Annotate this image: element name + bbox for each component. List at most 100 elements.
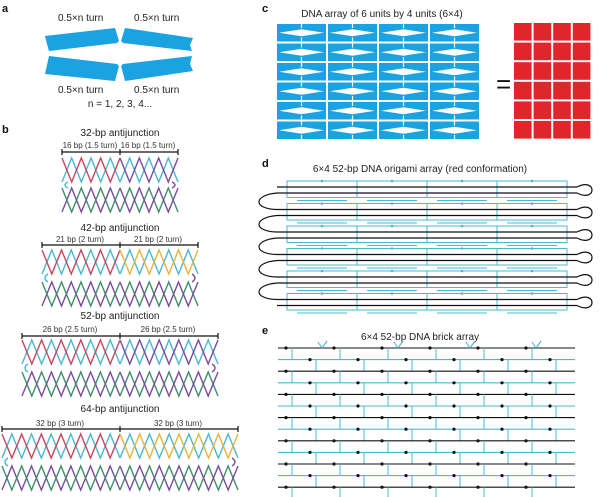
strand-end [500, 381, 504, 385]
array-unit-gap [279, 68, 324, 76]
staple-end [390, 224, 394, 228]
array-unit-nick [453, 76, 456, 81]
staple-end [320, 224, 324, 228]
scaffold-loop-right [576, 251, 593, 264]
array-unit-nick [300, 76, 303, 81]
dna-strand [119, 248, 199, 276]
array-unit-nick [300, 63, 303, 67]
strand-end [332, 369, 336, 373]
strand-end [284, 462, 288, 466]
strand-end [332, 392, 336, 396]
strand-end [356, 427, 360, 431]
strand-end [428, 462, 432, 466]
array-unit-gap [381, 68, 426, 76]
strand-end [548, 474, 552, 478]
array-unit-nick [402, 102, 405, 106]
turn-label-top-right: 0.5×n turn [134, 13, 179, 24]
strand-end [284, 485, 288, 489]
array-unit-gap [279, 87, 324, 95]
array-unit-nick [453, 37, 456, 42]
red-square-grid [514, 23, 591, 139]
red-square [514, 121, 532, 139]
staple-end [530, 179, 534, 183]
staple-block [356, 225, 428, 243]
array-unit-gap [381, 48, 426, 56]
staple-block [426, 270, 498, 288]
array-unit-gap [330, 107, 375, 115]
dna-strand [119, 432, 239, 460]
red-square [572, 62, 591, 80]
staple-end [530, 247, 534, 250]
strand-end [404, 404, 408, 408]
array-unit-nick [453, 24, 456, 28]
strand-end [548, 450, 552, 454]
array-unit-nick [351, 76, 354, 81]
strand-end [500, 427, 504, 431]
strand-end [428, 416, 432, 420]
scaffold-loop-left [258, 282, 278, 301]
antijunction-title-32: 32-bp antijunction [81, 128, 160, 139]
strand-end [284, 392, 288, 396]
strand-end [452, 450, 456, 454]
array-unit-nick [351, 135, 354, 139]
array-unit-nick [402, 63, 405, 67]
dna-strand [119, 156, 179, 184]
panel-label-d: d [262, 158, 269, 170]
staple-block [286, 270, 358, 288]
strand-end [524, 416, 528, 420]
dna-strand [119, 370, 219, 398]
strand-end [428, 485, 432, 489]
array-unit-nick [300, 96, 303, 100]
staple-end [460, 247, 464, 250]
staple-end [530, 202, 534, 205]
dna-strand [119, 338, 219, 366]
origami-array [258, 179, 593, 314]
strand-end [404, 427, 408, 431]
antijunction-left-64: 32 bp (3 turn) [36, 419, 84, 428]
strand-end [308, 474, 312, 478]
strand-end [404, 474, 408, 478]
scaffold-loop-left [258, 259, 278, 278]
staple-block [286, 203, 358, 221]
staple-end [390, 202, 394, 205]
dna-strand [21, 338, 121, 366]
staple-end [320, 247, 324, 250]
array-unit-gap [381, 107, 426, 115]
staple-end [390, 269, 394, 273]
strand-end [548, 427, 552, 431]
strand-end [476, 346, 480, 350]
strand-end [548, 404, 552, 408]
strand-end [524, 392, 528, 396]
staple-end [460, 224, 464, 228]
array-unit-nick [453, 96, 456, 100]
helix-block-top-left [45, 28, 119, 51]
equals-sign: = [496, 69, 511, 99]
antijunction-title-52: 52-bp antijunction [81, 311, 160, 322]
brick-array [278, 340, 575, 497]
red-square [572, 101, 591, 119]
dna-strand [119, 156, 179, 184]
dna-strand [21, 338, 121, 366]
strand-end [476, 485, 480, 489]
array-unit-nick [351, 115, 354, 120]
strand-end [524, 439, 528, 443]
strand-end [500, 358, 504, 362]
strand-end [452, 381, 456, 385]
strand-end [428, 392, 432, 396]
overhang [317, 340, 328, 349]
antijunction-left-52: 26 bp (2.5 turn) [43, 325, 98, 334]
antijunction-right-32: 16 bp (1.5 turn) [121, 141, 176, 150]
strand-end [284, 346, 288, 350]
panel-label-b: b [2, 124, 9, 136]
array-unit-nick [351, 63, 354, 67]
dna-strand [21, 370, 121, 398]
strand-end [332, 485, 336, 489]
strand-end [548, 358, 552, 362]
antijunction-title-64: 64-bp antijunction [81, 404, 160, 415]
crossover-strand [64, 181, 69, 189]
panel-label-e: e [262, 325, 268, 337]
array-unit-nick [453, 135, 456, 139]
staple-end [530, 224, 534, 228]
staple-end [390, 179, 394, 183]
red-square [572, 121, 591, 139]
